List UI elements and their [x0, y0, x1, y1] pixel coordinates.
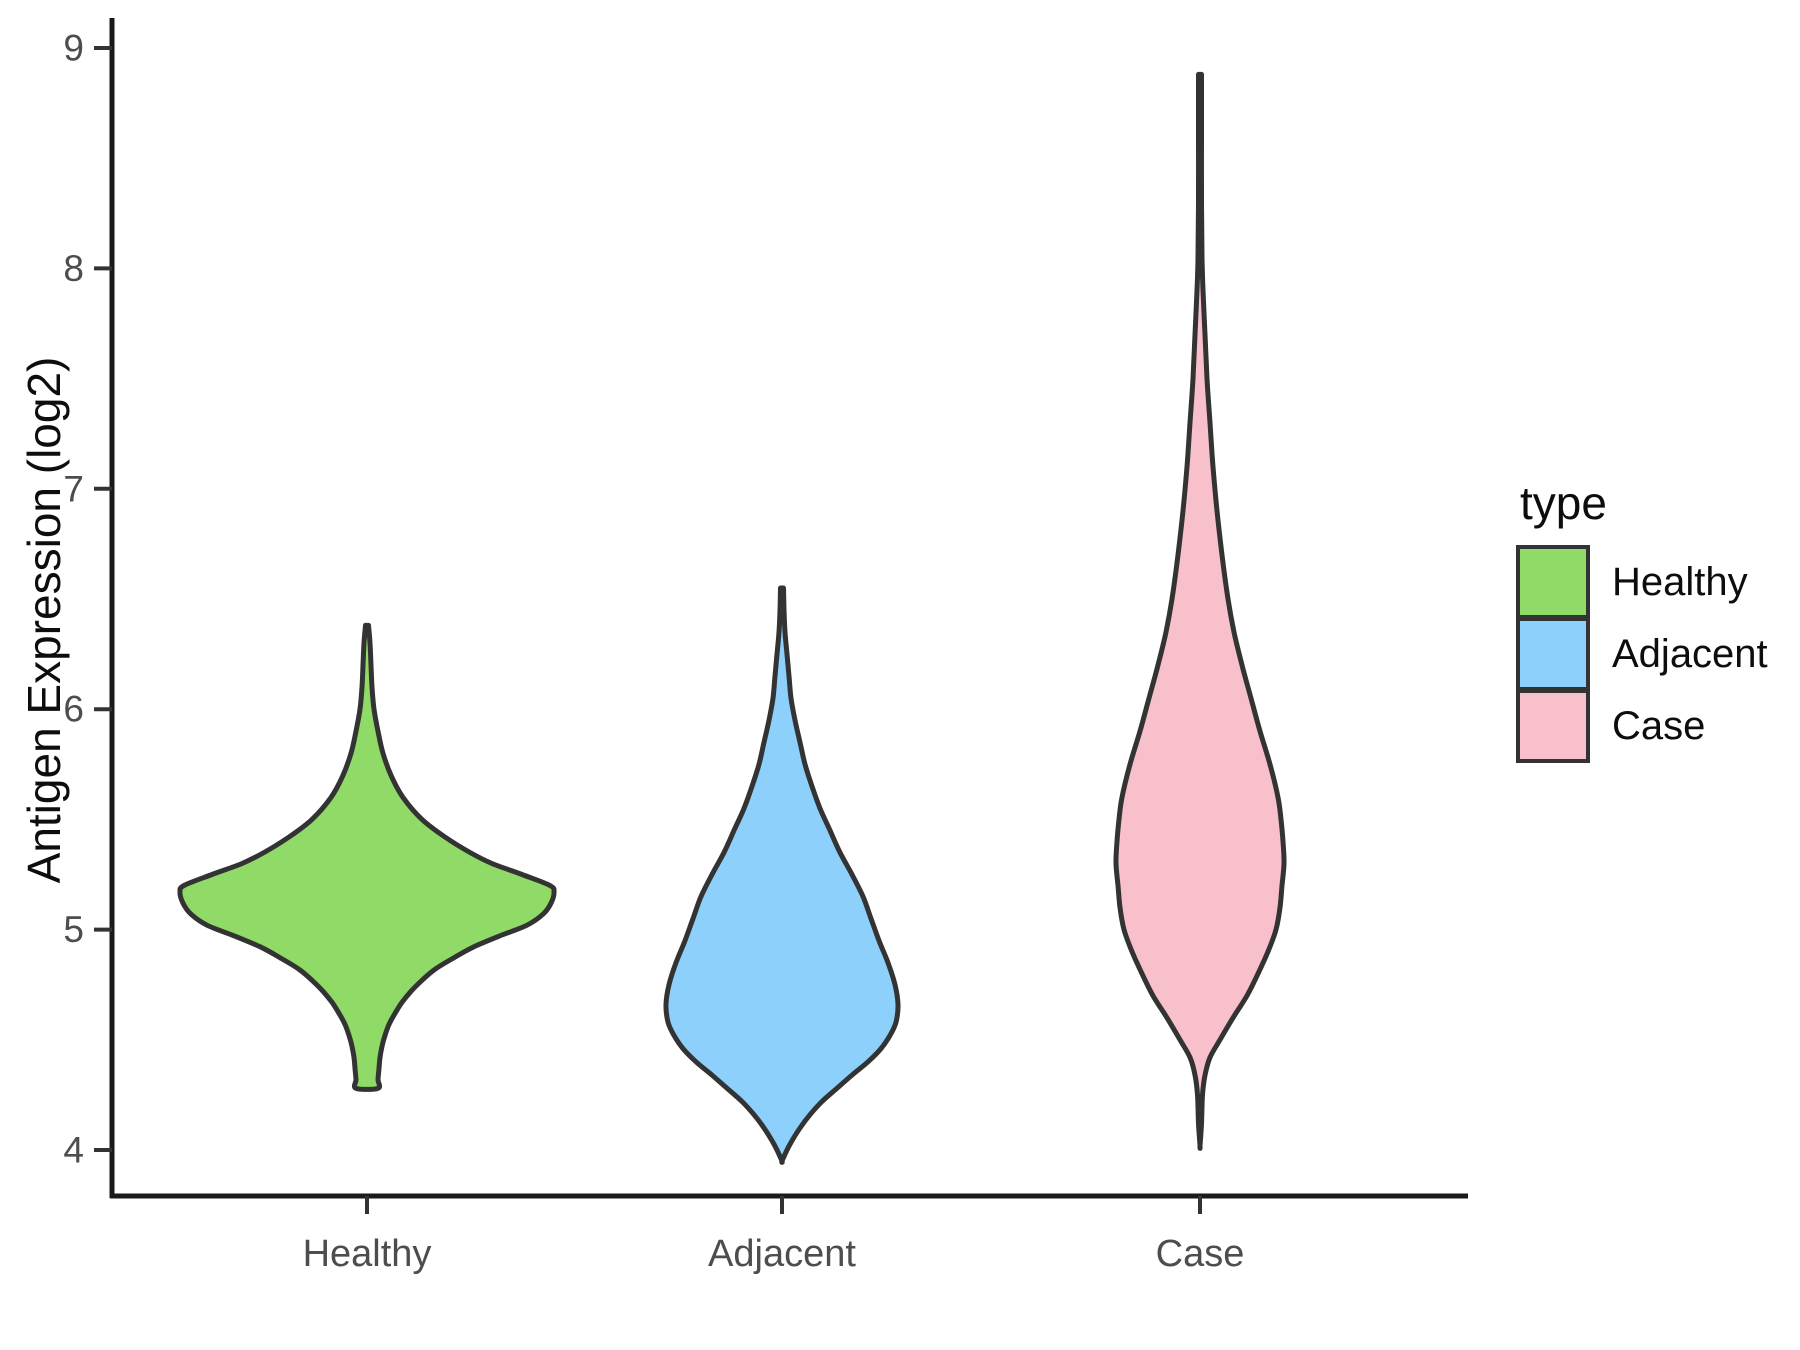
violin-healthy	[177, 622, 557, 1092]
legend-label-healthy: Healthy	[1612, 560, 1748, 604]
y-axis-title: Antigen Expression (log2)	[18, 357, 70, 884]
legend-key-case	[1516, 689, 1590, 763]
y-tick-label-8: 8	[63, 248, 84, 289]
x-tick-label-case: Case	[1156, 1233, 1245, 1275]
y-tick-label-5: 5	[63, 909, 84, 950]
y-tick-label-9: 9	[63, 28, 84, 69]
legend-label-case: Case	[1612, 704, 1705, 748]
y-tick-label-7: 7	[63, 468, 84, 509]
legend-title: type	[1520, 477, 1607, 529]
x-tick-label-healthy: Healthy	[303, 1233, 432, 1275]
y-tick-label-4: 4	[63, 1130, 84, 1171]
violin-case	[1113, 71, 1287, 1151]
violin-adjacent	[663, 585, 901, 1165]
legend-key-adjacent	[1516, 617, 1590, 691]
x-tick-label-adjacent: Adjacent	[708, 1233, 856, 1275]
legend-key-healthy	[1516, 545, 1590, 619]
legend-label-adjacent: Adjacent	[1612, 632, 1768, 676]
y-tick-label-6: 6	[63, 689, 84, 730]
